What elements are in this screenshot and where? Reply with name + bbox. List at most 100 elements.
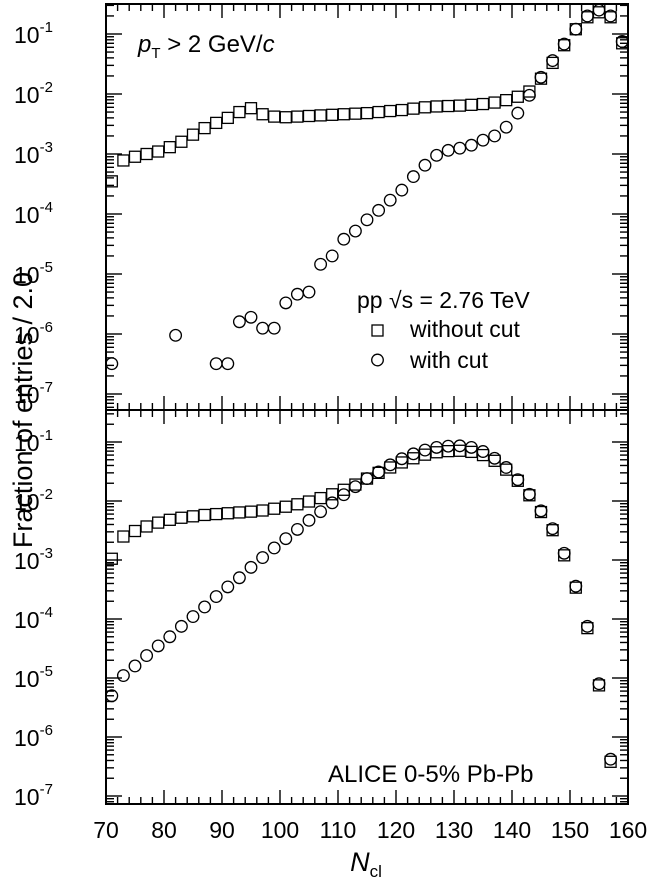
point-with-cut	[360, 472, 374, 486]
y-tick-label: 10-1	[14, 427, 53, 456]
point-with-cut	[511, 106, 525, 120]
y-tick-label: 10-6	[14, 722, 53, 751]
point-without-cut	[279, 500, 292, 513]
point-with-cut	[418, 158, 432, 172]
x-tick-label: 140	[493, 817, 531, 843]
point-with-cut	[209, 357, 223, 371]
point-without-cut	[152, 145, 165, 158]
point-without-cut	[128, 150, 142, 163]
point-with-cut	[221, 357, 235, 371]
point-with-cut	[546, 522, 560, 536]
point-without-cut	[175, 135, 188, 148]
point-without-cut	[500, 93, 513, 107]
y-axis-label: Fraction of entries / 2.0	[8, 272, 38, 548]
point-with-cut	[128, 659, 142, 673]
y-tick-label: 10-4	[14, 199, 53, 228]
point-without-cut	[175, 511, 188, 524]
point-without-cut	[430, 100, 443, 113]
point-without-cut	[186, 128, 200, 141]
y-tick-label: 10-5	[14, 259, 53, 288]
y-tick-label: 10-7	[14, 781, 53, 810]
point-with-cut	[360, 213, 374, 227]
point-without-cut	[337, 108, 350, 121]
point-without-cut	[117, 530, 130, 543]
point-with-cut	[151, 639, 165, 653]
y-tick-label: 10-5	[14, 663, 53, 692]
point-with-cut	[267, 321, 281, 335]
point-with-cut	[464, 138, 478, 152]
point-with-cut	[325, 496, 339, 510]
point-with-cut	[372, 465, 386, 479]
point-without-cut	[360, 106, 374, 120]
top-panel-y-tick-labels: 10-1 10-2 10-3 10-4 10-5 10-6 10-7	[14, 19, 53, 408]
bottom-panel-ticks	[105, 410, 629, 804]
point-with-cut	[244, 310, 258, 324]
point-without-cut	[523, 85, 536, 98]
top-panel-points	[105, 3, 629, 371]
point-without-cut	[314, 491, 327, 505]
point-without-cut	[384, 461, 397, 474]
point-with-cut	[522, 487, 536, 501]
x-tick-label: 90	[209, 817, 235, 843]
x-tick-label: 120	[377, 817, 415, 843]
point-with-cut	[430, 148, 444, 162]
point-with-cut	[372, 203, 386, 217]
point-without-cut	[198, 508, 211, 522]
point-with-cut	[290, 522, 304, 536]
y-tick-label: 10-7	[14, 379, 53, 408]
point-with-cut	[337, 232, 351, 246]
point-with-cut	[383, 458, 397, 472]
point-without-cut	[256, 108, 269, 121]
point-with-cut	[279, 532, 293, 546]
point-without-cut	[163, 141, 176, 154]
point-without-cut	[418, 101, 432, 114]
point-with-cut	[232, 315, 246, 329]
legend-label-with-cut: with cut	[409, 347, 489, 373]
point-with-cut	[604, 752, 618, 766]
point-with-cut	[174, 619, 188, 633]
point-with-cut	[325, 249, 339, 263]
point-without-cut	[476, 97, 490, 111]
point-without-cut	[244, 102, 258, 115]
point-without-cut	[105, 175, 118, 188]
point-with-cut	[569, 579, 583, 593]
point-without-cut	[210, 507, 223, 521]
point-with-cut	[615, 35, 629, 48]
point-without-cut	[128, 524, 142, 538]
bottom-panel: 10-1 10-2 10-3 10-4 10-5 10-6 10-7 ALICE 0-5% …	[14, 409, 629, 810]
point-with-cut	[105, 357, 119, 371]
point-without-cut	[140, 520, 153, 533]
point-with-cut	[534, 504, 548, 518]
point-with-cut	[488, 129, 502, 143]
point-with-cut	[221, 580, 235, 594]
point-with-cut	[302, 285, 316, 299]
y-tick-label: 10-2	[14, 79, 53, 108]
y-tick-label: 10-3	[14, 139, 53, 168]
point-without-cut	[256, 504, 269, 517]
y-tick-label: 10-1	[14, 19, 53, 48]
point-without-cut	[488, 96, 501, 109]
point-with-cut	[580, 619, 594, 633]
x-axis-tick-labels: 70 80 90 100 110 120 130 140 150 160	[93, 817, 647, 843]
point-with-cut	[557, 37, 571, 51]
point-with-cut	[476, 445, 490, 458]
point-with-cut	[256, 321, 270, 335]
point-with-cut	[406, 170, 420, 184]
point-with-cut	[279, 296, 293, 310]
point-with-cut	[116, 669, 130, 683]
point-with-cut	[592, 3, 606, 17]
point-without-cut	[465, 98, 478, 111]
point-with-cut	[569, 22, 583, 36]
point-with-cut	[557, 546, 571, 560]
point-with-cut	[337, 488, 351, 502]
top-panel-ticks	[105, 4, 629, 410]
legend-title: pp √s = 2.76 TeV	[357, 287, 530, 313]
x-tick-label: 110	[320, 817, 357, 843]
point-without-cut	[198, 121, 211, 135]
point-with-cut	[511, 473, 525, 487]
pt-cut-annotation: pT > 2 GeV/c	[137, 31, 275, 62]
point-without-cut	[105, 552, 118, 565]
point-without-cut	[221, 507, 234, 520]
point-without-cut	[244, 505, 258, 518]
